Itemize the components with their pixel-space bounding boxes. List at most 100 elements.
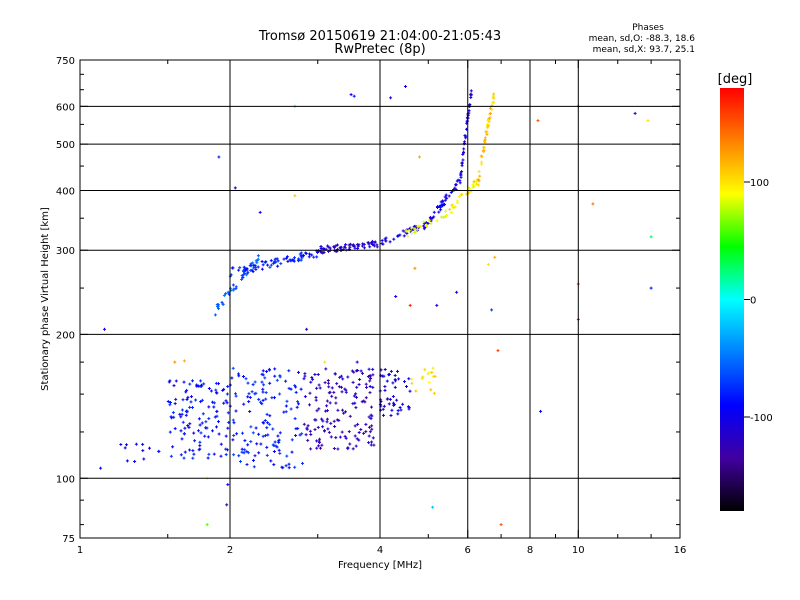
scatter-point	[233, 421, 235, 425]
scatter-point	[325, 247, 327, 251]
scatter-point	[167, 400, 169, 403]
scatter-point	[307, 438, 309, 442]
scatter-point	[227, 290, 229, 294]
scatter-point	[409, 389, 411, 393]
scatter-point	[313, 255, 315, 259]
scatter-point	[201, 398, 203, 402]
scatter-point	[256, 261, 258, 265]
scatter-point	[359, 378, 361, 381]
scatter-point	[277, 434, 279, 438]
scatter-point	[310, 433, 312, 436]
scatter-point	[266, 445, 268, 449]
scatter-point	[294, 384, 296, 387]
scatter-point	[384, 237, 386, 241]
scatter-point	[446, 196, 448, 200]
scatter-point	[288, 466, 290, 470]
scatter-point	[216, 391, 218, 395]
scatter-point	[285, 410, 287, 414]
scatter-point	[262, 387, 264, 391]
scatter-point	[308, 255, 310, 259]
scatter-point	[212, 429, 213, 433]
scatter-point	[408, 405, 410, 409]
scatter-point	[205, 420, 207, 424]
scatter-point	[318, 444, 320, 448]
scatter-point	[172, 411, 174, 415]
scatter-point	[199, 384, 201, 388]
scatter-point	[326, 399, 328, 403]
scatter-point	[225, 453, 227, 457]
scatter-point	[310, 380, 312, 384]
scatter-point	[126, 459, 128, 463]
scatter-point	[243, 268, 245, 272]
scatter-point	[302, 253, 304, 257]
scatter-point	[352, 243, 354, 247]
scatter-point	[407, 405, 409, 409]
scatter-point	[232, 366, 234, 370]
scatter-point	[421, 377, 423, 381]
scatter-point	[488, 117, 490, 121]
scatter-point	[487, 119, 489, 123]
scatter-point	[320, 247, 322, 250]
scatter-point	[368, 242, 370, 246]
scatter-point	[358, 431, 360, 434]
scatter-point	[267, 421, 269, 425]
scatter-point	[252, 261, 254, 265]
scatter-point	[402, 402, 404, 406]
scatter-point	[244, 439, 246, 443]
scatter-point	[479, 174, 481, 178]
scatter-point	[285, 256, 287, 260]
scatter-point	[251, 390, 253, 394]
scatter-point	[314, 428, 316, 431]
scatter-point	[213, 401, 215, 405]
scatter-point	[269, 265, 271, 269]
scatter-point	[288, 462, 290, 466]
scatter-point	[391, 408, 393, 412]
scatter-point	[187, 424, 189, 428]
scatter-point	[220, 454, 222, 458]
scatter-point	[247, 443, 249, 447]
scatter-point	[452, 205, 454, 208]
scatter-point	[328, 385, 330, 389]
stats-heading: Phases	[632, 23, 664, 33]
scatter-point	[192, 449, 194, 453]
scatter-point	[235, 392, 236, 396]
scatter-point	[230, 273, 232, 277]
scatter-point	[233, 434, 235, 437]
scatter-point	[457, 201, 458, 205]
scatter-point	[400, 408, 402, 412]
scatter-point	[348, 243, 350, 247]
scatter-point	[356, 395, 357, 399]
scatter-point	[193, 431, 195, 435]
scatter-point	[459, 181, 461, 185]
scatter-point	[325, 367, 327, 371]
scatter-point	[206, 426, 208, 430]
scatter-point	[199, 440, 201, 444]
scatter-point	[345, 243, 347, 247]
scatter-point	[206, 523, 208, 527]
scatter-point	[369, 391, 371, 395]
scatter-point	[230, 288, 232, 292]
colorbar-ticks: 100 0 -100	[744, 178, 773, 424]
scatter-point	[286, 399, 288, 403]
scatter-point	[409, 303, 411, 307]
scatter-point	[344, 434, 346, 438]
scatter-point	[384, 388, 386, 392]
scatter-point	[352, 447, 354, 451]
scatter-point	[416, 227, 418, 231]
scatter-point	[257, 258, 259, 262]
scatter-point	[455, 188, 457, 191]
scatter-point	[245, 273, 247, 277]
scatter-point	[357, 422, 359, 426]
scatter-point	[183, 432, 185, 436]
scatter-point	[300, 258, 302, 262]
scatter-point	[394, 385, 396, 389]
scatter-point	[187, 395, 189, 399]
scatter-point	[423, 220, 425, 224]
scatter-point	[254, 454, 256, 458]
scatter-point	[451, 204, 453, 207]
scatter-point	[324, 429, 325, 433]
scatter-point	[253, 263, 255, 267]
scatter-point	[214, 415, 216, 419]
scatter-point	[349, 442, 351, 446]
scatter-point	[223, 294, 225, 297]
